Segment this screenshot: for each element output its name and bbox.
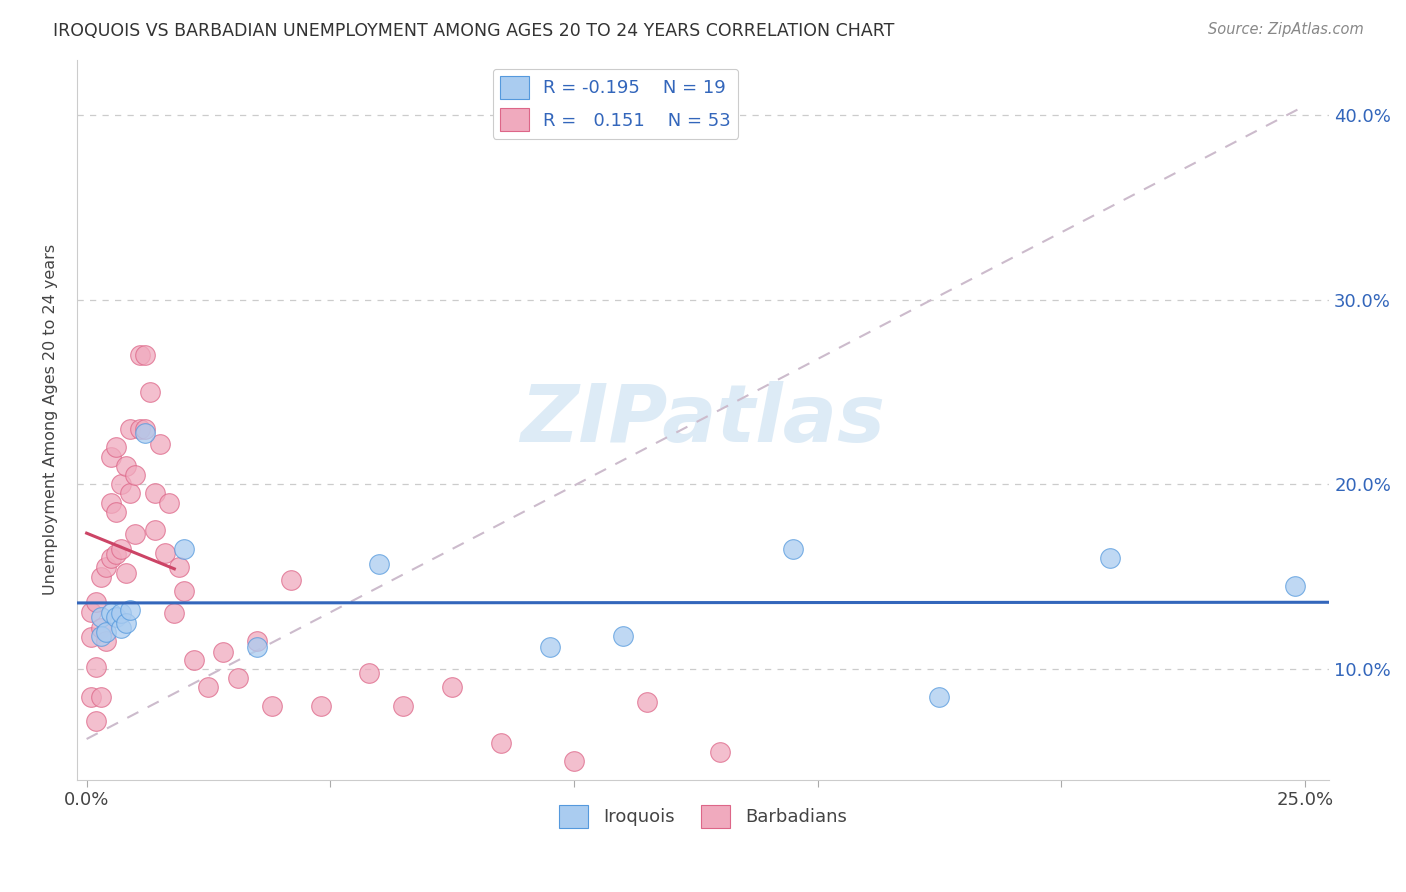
Point <box>104 547 127 561</box>
Point <box>489 736 512 750</box>
Point <box>129 422 152 436</box>
Point <box>104 440 127 454</box>
Point <box>120 486 142 500</box>
Point <box>226 671 249 685</box>
Point <box>94 634 117 648</box>
Point <box>110 607 132 621</box>
Point <box>80 605 103 619</box>
Point <box>86 714 108 728</box>
Point <box>80 690 103 704</box>
Text: ZIPatlas: ZIPatlas <box>520 381 886 458</box>
Point <box>1284 579 1306 593</box>
Point <box>143 524 166 538</box>
Point <box>309 698 332 713</box>
Point <box>86 595 108 609</box>
Point <box>134 422 156 436</box>
Point <box>114 458 136 473</box>
Point <box>139 384 162 399</box>
Point <box>114 615 136 630</box>
Point <box>197 681 219 695</box>
Point <box>280 573 302 587</box>
Point <box>104 505 127 519</box>
Point <box>90 569 112 583</box>
Point <box>562 754 585 768</box>
Point <box>167 560 190 574</box>
Point <box>110 541 132 556</box>
Text: IROQUOIS VS BARBADIAN UNEMPLOYMENT AMONG AGES 20 TO 24 YEARS CORRELATION CHART: IROQUOIS VS BARBADIAN UNEMPLOYMENT AMONG… <box>53 22 894 40</box>
Point <box>368 557 391 571</box>
Point <box>1098 551 1121 566</box>
Y-axis label: Unemployment Among Ages 20 to 24 years: Unemployment Among Ages 20 to 24 years <box>44 244 58 595</box>
Point <box>90 629 112 643</box>
Point <box>90 610 112 624</box>
Point <box>441 681 464 695</box>
Point <box>538 640 561 654</box>
Point <box>709 745 731 759</box>
Point <box>86 660 108 674</box>
Point <box>124 527 146 541</box>
Point <box>90 690 112 704</box>
Point <box>94 560 117 574</box>
Point <box>149 436 172 450</box>
Point <box>129 348 152 362</box>
Point <box>782 541 804 556</box>
Point <box>94 624 117 639</box>
Point <box>928 690 950 704</box>
Point <box>110 477 132 491</box>
Point <box>100 551 122 566</box>
Point <box>163 607 186 621</box>
Point <box>392 698 415 713</box>
Point <box>636 695 658 709</box>
Point <box>124 468 146 483</box>
Point <box>153 545 176 559</box>
Point <box>212 645 235 659</box>
Point <box>183 652 205 666</box>
Point <box>120 422 142 436</box>
Point <box>120 603 142 617</box>
Point <box>159 496 181 510</box>
Point <box>612 629 634 643</box>
Point <box>110 621 132 635</box>
Point <box>104 610 127 624</box>
Point <box>90 621 112 635</box>
Point <box>80 631 103 645</box>
Point <box>134 348 156 362</box>
Point <box>134 425 156 440</box>
Point <box>246 634 269 648</box>
Point <box>100 607 122 621</box>
Point <box>246 640 269 654</box>
Point <box>143 486 166 500</box>
Point <box>173 584 195 599</box>
Point <box>100 496 122 510</box>
Point <box>100 450 122 464</box>
Point <box>260 698 283 713</box>
Point <box>359 665 381 680</box>
Text: Source: ZipAtlas.com: Source: ZipAtlas.com <box>1208 22 1364 37</box>
Point <box>114 566 136 580</box>
Legend: Iroquois, Barbadians: Iroquois, Barbadians <box>553 797 853 836</box>
Point <box>173 541 195 556</box>
